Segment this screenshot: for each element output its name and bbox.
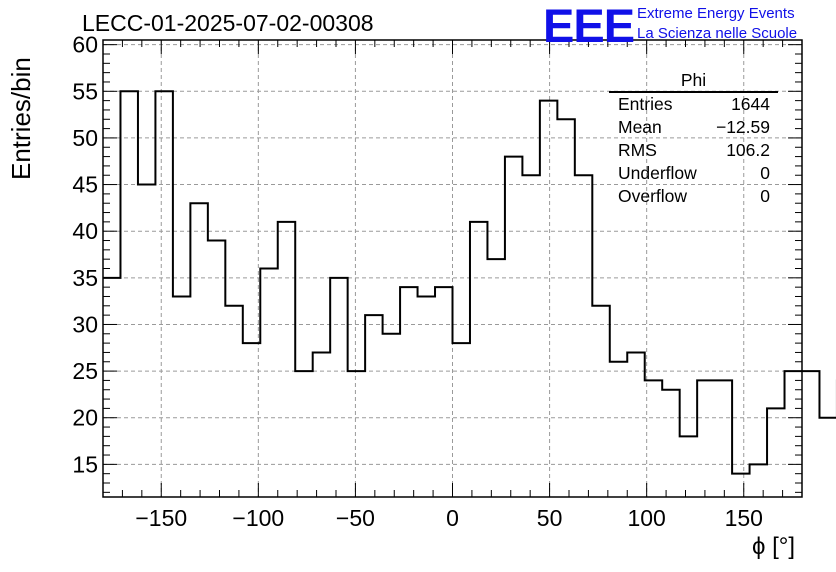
stats-value: 0	[760, 186, 770, 206]
stats-title: Phi	[609, 70, 778, 93]
y-tick-label: 55	[72, 78, 98, 104]
logo-text: Extreme Energy Events La Scienza nelle S…	[637, 4, 797, 44]
stats-row-rms: RMS 106.2	[609, 139, 778, 162]
x-axis-label: ϕ [°]	[752, 533, 796, 560]
stats-value: 1644	[731, 94, 770, 114]
x-tick-label: −150	[135, 505, 187, 531]
stats-row-overflow: Overflow 0	[609, 185, 778, 208]
stats-value: 106.2	[726, 140, 770, 160]
logo-line-1: Extreme Energy Events	[637, 5, 795, 22]
y-axis-label: Entries/bin	[6, 57, 36, 180]
stats-value: 0	[760, 163, 770, 183]
stats-row-mean: Mean −12.59	[609, 116, 778, 139]
stats-box: Phi Entries 1644 Mean −12.59 RMS 106.2 U…	[609, 70, 778, 208]
eee-logo: EEE	[543, 0, 635, 52]
stats-label: Overflow	[618, 186, 688, 206]
y-tick-label: 45	[72, 172, 98, 198]
x-tick-label: 50	[537, 505, 563, 531]
y-tick-label: 30	[72, 311, 98, 337]
stats-label: Mean	[618, 117, 662, 137]
histogram-series	[103, 90, 836, 475]
stats-value: −12.59	[715, 117, 770, 137]
x-tick-label: −100	[232, 505, 284, 531]
y-tick-label: 15	[72, 451, 98, 477]
x-tick-label: −50	[336, 505, 375, 531]
stats-label: Underflow	[618, 163, 697, 183]
x-tick-label: 100	[627, 505, 665, 531]
y-tick-label: 50	[72, 125, 98, 151]
stats-label: Entries	[618, 94, 673, 114]
x-tick-label: 0	[446, 505, 459, 531]
stats-row-underflow: Underflow 0	[609, 162, 778, 185]
y-tick-label: 25	[72, 358, 98, 384]
logo-line-2: La Scienza nelle Scuole	[637, 25, 798, 42]
stats-row-entries: Entries 1644	[609, 93, 778, 116]
y-tick-label: 60	[72, 32, 98, 58]
y-tick-label: 20	[72, 405, 98, 431]
stats-label: RMS	[618, 140, 657, 160]
x-tick-label: 150	[725, 505, 763, 531]
chart-title: LECC-01-2025-07-02-00308	[82, 10, 374, 36]
y-tick-label: 35	[72, 265, 98, 291]
y-tick-label: 40	[72, 218, 98, 244]
